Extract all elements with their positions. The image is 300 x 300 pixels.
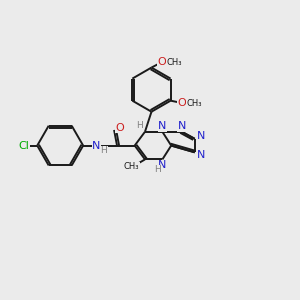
Text: N: N [92,141,100,151]
Text: O: O [158,57,166,67]
Text: H: H [154,165,160,174]
Text: CH₃: CH₃ [167,58,182,67]
Text: O: O [177,98,186,108]
Text: N: N [158,122,166,131]
Text: O: O [116,123,124,133]
Text: N: N [197,131,206,141]
Text: CH₃: CH₃ [186,98,202,107]
Text: N: N [197,150,206,160]
Text: H: H [100,146,107,155]
Text: H: H [136,122,142,130]
Text: N: N [178,122,186,131]
Text: N: N [158,160,166,170]
Text: CH₃: CH₃ [124,162,140,171]
Text: Cl: Cl [19,141,30,151]
